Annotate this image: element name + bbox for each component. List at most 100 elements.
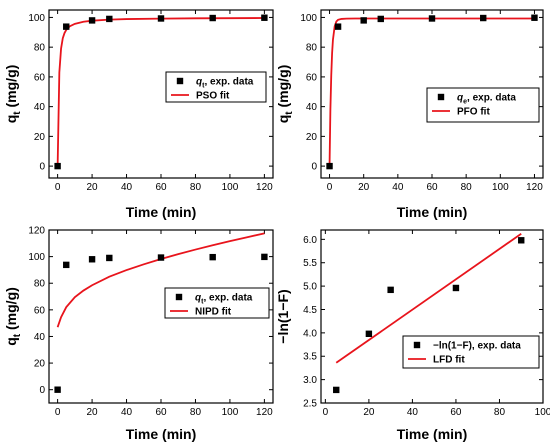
x-tick-label: 60 <box>155 182 167 193</box>
y-tick-label: 0 <box>39 162 45 173</box>
chart-panel-pfo: 0 20 40 60 80 100 120 0 20 40 60 80 100 Time (min) qt … <box>275 9 544 220</box>
data-point <box>333 386 340 394</box>
x-tick-label: 80 <box>494 407 506 418</box>
y-tick-label: 100 <box>300 13 317 24</box>
data-point <box>334 23 342 30</box>
data-point <box>209 14 216 22</box>
y-tick-label: 2.5 <box>303 399 317 410</box>
data-point <box>63 261 70 269</box>
plot-frame <box>320 229 544 404</box>
x-axis-title: Time (min) <box>126 204 197 220</box>
data-point <box>209 253 216 261</box>
chart-panel-pso: 0 20 40 60 80 100 120 0 20 40 60 80 100 Time (min) qt … <box>3 9 274 220</box>
data-point <box>452 284 460 292</box>
x-tick-label: 0 <box>323 407 329 418</box>
data-point <box>88 17 96 24</box>
x-tick-label: 80 <box>190 407 202 418</box>
data-point <box>326 162 333 170</box>
y-tick-label: 0 <box>311 162 317 173</box>
x-tick-label: 0 <box>327 182 333 193</box>
fit-line-nipd <box>56 232 265 328</box>
y-tick-label: 60 <box>34 72 46 83</box>
data-point <box>531 14 538 21</box>
y-tick-label: 20 <box>34 359 46 370</box>
x-tick-label: 40 <box>392 182 404 193</box>
y-tick-label: 100 <box>28 13 45 24</box>
x-tick-label: 60 <box>426 182 438 193</box>
data-point <box>360 17 367 24</box>
x-tick-label: 100 <box>222 182 239 193</box>
legend: −ln(1−F), exp. data LFD fit <box>402 335 540 369</box>
legend-box <box>426 87 540 123</box>
x-tick-label: 20 <box>87 182 99 193</box>
y-tick-label: 3.5 <box>303 352 317 363</box>
y-tick-label: 100 <box>28 252 45 263</box>
x-tick-label: 40 <box>121 182 133 193</box>
x-tick-label: 20 <box>363 407 375 418</box>
y-tick-label: 20 <box>306 132 318 143</box>
x-axis-title: Time (min) <box>397 204 468 220</box>
data-point <box>157 15 165 22</box>
data-point <box>106 254 113 262</box>
data-point <box>518 237 525 244</box>
data-point <box>261 253 268 261</box>
y-tick-label: 5.0 <box>303 282 317 293</box>
chart-panel-nipd: 0 20 40 60 80 100 120 0 20 40 60 80 100 120 Time (min)… <box>3 226 274 442</box>
x-tick-label: 40 <box>121 407 133 418</box>
data-point <box>157 254 165 261</box>
x-tick-label: 20 <box>87 407 99 418</box>
legend-marker <box>175 293 183 301</box>
legend-marker <box>176 77 184 85</box>
y-axis-title: −ln(1−F) <box>275 289 291 343</box>
y-tick-label: 6.0 <box>303 235 317 246</box>
legend-label: LFD fit <box>433 355 465 366</box>
y-tick-label: 40 <box>34 332 46 343</box>
y-tick-label: 60 <box>306 72 318 83</box>
legend-box <box>164 287 270 319</box>
y-tick-label: 5.5 <box>303 258 317 269</box>
x-tick-label: 0 <box>55 182 61 193</box>
y-tick-label: 40 <box>306 102 318 113</box>
x-axis-title: Time (min) <box>397 426 468 442</box>
data-point <box>54 386 61 393</box>
data-point <box>387 286 394 294</box>
fit-line-lfd <box>335 233 522 364</box>
legend-label: −ln(1−F), exp. data <box>433 341 521 352</box>
legend-marker <box>413 341 421 349</box>
x-tick-label: 80 <box>190 182 202 193</box>
data-point <box>480 14 487 22</box>
legend-label: NIPD fit <box>195 307 232 318</box>
x-tick-label: 100 <box>492 182 509 193</box>
y-tick-label: 3.0 <box>303 375 317 386</box>
legend-marker <box>437 93 445 101</box>
data-point <box>261 14 268 21</box>
x-tick-label: 60 <box>450 407 462 418</box>
legend-label: PSO fit <box>196 91 230 102</box>
legend-label: qt, exp. data <box>196 77 254 90</box>
x-tick-label: 20 <box>358 182 370 193</box>
legend-label: qe, exp. data <box>457 93 516 106</box>
data-point <box>63 23 70 30</box>
legend-box <box>165 71 267 103</box>
y-tick-label: 60 <box>34 305 46 316</box>
fit-line-pfo <box>328 17 535 167</box>
y-tick-label: 80 <box>34 279 46 290</box>
data-point <box>428 15 436 22</box>
x-tick-label: 120 <box>256 407 273 418</box>
y-tick-label: 4.0 <box>303 328 317 339</box>
x-tick-label: 100 <box>535 407 550 418</box>
y-axis-title: qt (mg/g) <box>275 65 295 124</box>
y-tick-label: 80 <box>306 43 318 54</box>
y-axis-title: qt (mg/g) <box>3 287 23 346</box>
data-point <box>54 162 61 170</box>
legend-box <box>402 335 540 369</box>
y-tick-label: 80 <box>34 43 46 54</box>
x-tick-label: 100 <box>222 407 239 418</box>
y-tick-label: 120 <box>28 226 45 237</box>
chart-panel-lfd: 0 20 40 60 80 100 2.5 3.0 3.5 4.0 4.5 5.0 5.5 6.0 Time… <box>275 229 550 442</box>
x-tick-label: 40 <box>407 407 419 418</box>
data-point <box>365 330 373 337</box>
